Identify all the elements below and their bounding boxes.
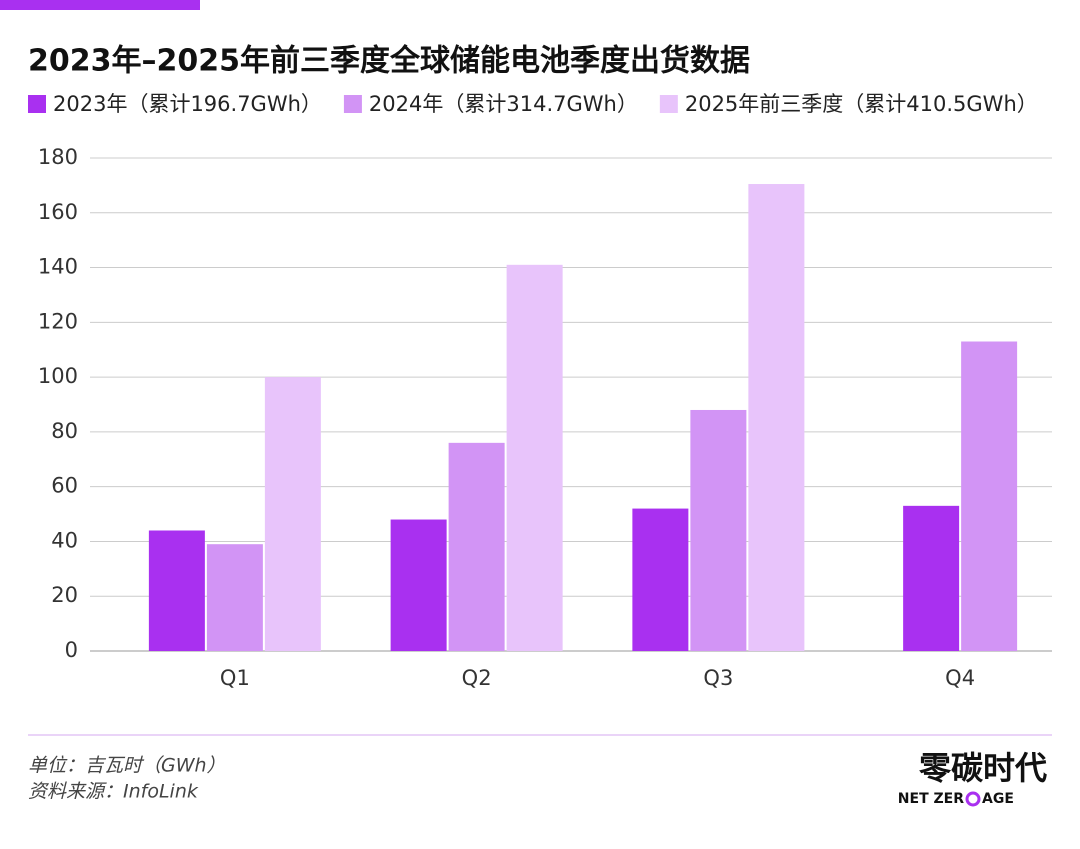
- accent-bar: [0, 0, 200, 10]
- y-tick-label: 140: [38, 255, 78, 279]
- bar: [961, 341, 1018, 651]
- y-tick-label: 100: [38, 364, 78, 388]
- y-tick-label: 80: [51, 419, 78, 443]
- y-tick-label: 60: [51, 474, 78, 498]
- footnote: 单位：吉瓦时（GWh）: [28, 755, 226, 777]
- y-tick-label: 120: [38, 309, 78, 333]
- bar: [903, 505, 960, 651]
- x-tick-label: Q1: [220, 666, 250, 690]
- y-tick-label: 40: [51, 528, 78, 552]
- bar: [148, 530, 205, 651]
- bar: [748, 184, 805, 651]
- x-tick-label: Q3: [703, 666, 733, 690]
- logo-mark: [965, 791, 981, 807]
- footnote: 资料来源：InfoLink: [28, 781, 199, 803]
- x-tick-label: Q4: [945, 666, 975, 690]
- legend-label: 2024年（累计314.7GWh）: [369, 92, 638, 116]
- y-tick-label: 160: [38, 200, 78, 224]
- logo-tagline: NET ZER: [898, 791, 964, 807]
- bar: [448, 442, 505, 651]
- bar: [390, 519, 447, 651]
- logo-name: 零碳时代: [919, 749, 1047, 787]
- legend-swatch: [28, 95, 46, 113]
- bar: [690, 409, 747, 651]
- legend-label: 2025年前三季度（累计410.5GWh）: [685, 92, 1038, 116]
- bar: [264, 377, 321, 651]
- logo-tagline: AGE: [982, 791, 1014, 807]
- legend-swatch: [343, 95, 362, 113]
- bar: [632, 508, 689, 651]
- bar: [506, 264, 563, 651]
- chart-title: 2023年–2025年前三季度全球储能电池季度出货数据: [28, 44, 750, 79]
- y-tick-label: 20: [51, 583, 78, 607]
- y-tick-label: 0: [65, 638, 78, 662]
- x-tick-label: Q2: [462, 666, 492, 690]
- legend-label: 2023年（累计196.7GWh）: [53, 92, 322, 116]
- y-tick-label: 180: [38, 145, 78, 169]
- legend-swatch: [659, 95, 678, 113]
- bar: [206, 544, 263, 651]
